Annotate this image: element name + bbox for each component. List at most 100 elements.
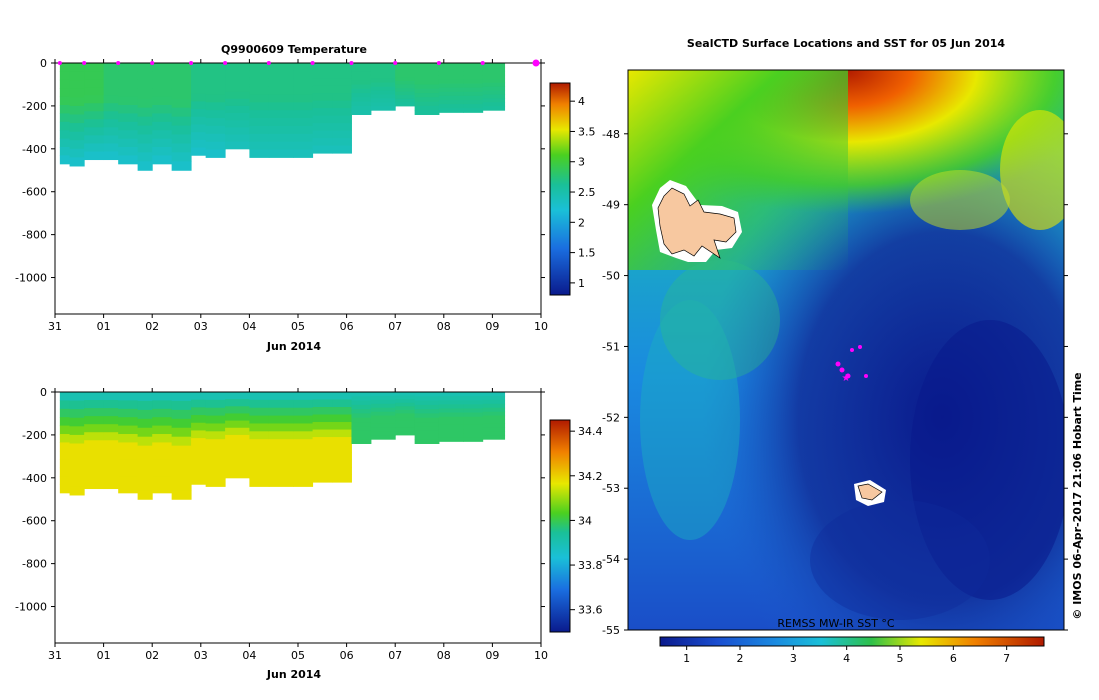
temperature-y-ticks: 0 -200 -400 -600 -800 -1000 [15,57,545,285]
salinity-cell [293,431,314,440]
temperature-cell [312,138,333,147]
temperature-cell [463,95,484,101]
salinity-cell [351,404,372,410]
salinity-cell [171,481,192,491]
temperature-cell [463,75,484,80]
colorbar-tick-label: 4 [578,95,585,108]
salinity-cell [351,413,372,419]
temperature-cell [414,110,440,115]
salinity-cell [171,445,192,456]
sst-c-tick-label: 2 [737,652,744,665]
salinity-cell [249,454,270,464]
temperature-cell [152,88,173,98]
salinity-cell [137,463,153,473]
salinity-cell [268,399,294,409]
salinity-cell [69,400,85,410]
temperature-cell [152,71,173,81]
temperature-cell [152,113,173,123]
salinity-cell [370,427,396,432]
salinity-cell [414,426,440,432]
temperature-cell [152,138,173,148]
salinity-cell [268,447,294,456]
salinity-cell [395,424,416,429]
surfacing-marker [57,61,62,65]
temperature-cell [370,74,396,80]
colorbar-tick-label: 33.8 [578,559,603,572]
temperature-cell [438,95,464,101]
temperature-cell [59,147,71,156]
temperature-cell [438,100,464,105]
salinity-cell [152,392,173,401]
temperature-cell [268,133,294,143]
temperature-cell [59,71,71,81]
salinity-profile [137,392,153,500]
salinity-profile [463,392,484,442]
temperature-cell [414,75,440,81]
temperature-cell [191,86,207,95]
temperature-cell [152,155,173,165]
salinity-cell [191,445,207,454]
colorbar-tick-label: 34 [578,514,592,527]
salinity-cell [249,392,270,401]
salinity-cell [312,414,333,423]
temperature-cell [103,79,119,88]
x-tick-label: 06 [340,649,354,662]
temperature-cell [103,135,119,144]
temperature-cell [249,149,270,158]
salinity-cell [69,477,85,487]
temperature-xlabel: Jun 2014 [266,340,322,353]
temperature-cell [205,102,226,111]
salinity-cell [118,400,139,410]
salinity-cell [249,423,270,432]
temperature-profile [171,63,192,171]
salinity-cell [312,422,333,431]
salinity-cell [225,434,250,443]
salinity-cell [268,431,294,440]
temperature-cell [191,63,207,72]
temperature-cell [69,88,85,98]
sst-c-tick-label: 3 [790,652,797,665]
temperature-profile [414,63,440,115]
x-tick-label: 09 [485,320,499,333]
salinity-cell [205,415,226,424]
temperature-cell [312,63,333,72]
salinity-cell [312,474,333,483]
salinity-cell [463,400,484,405]
salinity-cell [482,419,506,424]
surfacing-marker [393,61,398,65]
temperature-cell [351,110,372,115]
temperature-cell [137,152,153,162]
temperature-cell [438,67,464,72]
salinity-profile [191,392,207,485]
temperature-cell [414,88,440,94]
temperature-cell [249,133,270,143]
heard-island [854,480,886,506]
salinity-cell [438,433,464,438]
x-tick-label: 01 [97,649,111,662]
temperature-cell [249,141,270,151]
salinity-cell [118,467,139,477]
salinity-cell [414,404,440,410]
temperature-colorbar [549,82,571,296]
sst-colorbar [659,636,1045,647]
salinity-cell [171,409,192,420]
temperature-cell [84,151,105,161]
y-tick-label: -1000 [15,272,47,285]
temperature-cell [351,71,372,77]
salinity-cell [103,480,119,490]
seal-positions: ★ [835,345,868,384]
temperature-profile [103,63,119,161]
surfacing-marker-current [532,59,540,67]
salinity-cell [332,459,352,468]
temperature-cell [268,86,294,95]
salinity-cell [482,431,506,436]
temperature-cell [332,78,352,87]
temperature-cell [312,123,333,132]
salinity-cell [293,415,314,424]
colorbar-tick-label: 3 [578,156,585,169]
map-latitude-ticks: -48 -49 -50 -51 -52 -53 -54 -55 [602,128,1068,637]
salinity-profiles [59,392,506,500]
temperature-cell [137,143,153,153]
salinity-cell [205,392,226,401]
salinity-cell [205,439,226,448]
